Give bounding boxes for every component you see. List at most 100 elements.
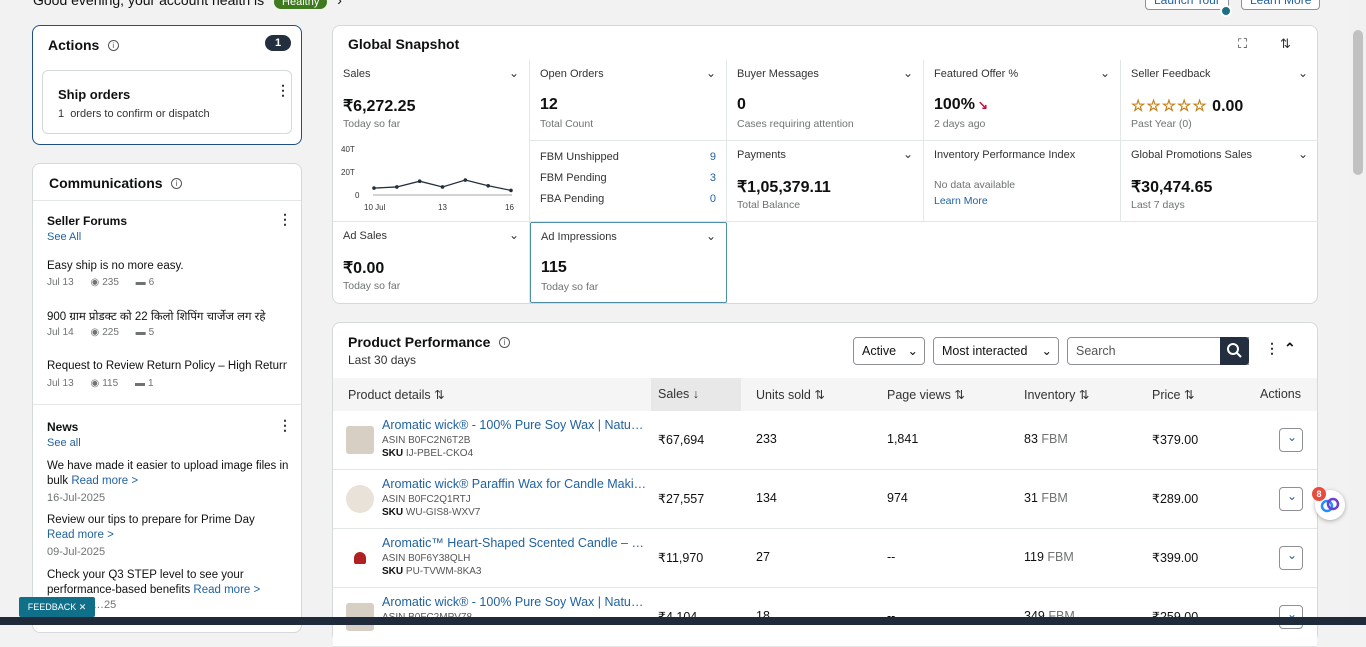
fbm-pending-row[interactable]: FBM Pending 3 (540, 172, 716, 184)
sort-icon: ⇅ (954, 388, 965, 402)
inventory-count: 119 (1024, 550, 1044, 564)
forums-more-icon[interactable]: ⋮ (278, 211, 292, 227)
row-label: FBM Pending (540, 172, 607, 184)
ad-impressions-tile[interactable]: Ad Impressions ⌄ 115 Today so far (530, 222, 727, 303)
featured-offer-tile[interactable]: Featured Offer % ⌄ 100% ↘ 2 days ago (924, 60, 1121, 141)
chevron-down-icon[interactable]: ⌄ (902, 66, 913, 80)
row-expand-button[interactable]: ⌄ (1279, 428, 1303, 452)
table-row[interactable]: Aromatic wick® - 100% Pure Soy Wax | Nat… (333, 411, 1317, 470)
col-price[interactable]: Price ⇅ (1152, 387, 1194, 402)
chevron-down-icon: ⌄ (1287, 489, 1298, 503)
row-value: 0 (709, 193, 716, 205)
product-name-link[interactable]: Aromatic™ Heart-Shaped Scented Candle – … (382, 536, 647, 550)
post-views: 115 (102, 378, 119, 389)
collapse-chevron-up-icon[interactable]: ⌃ (1284, 340, 1296, 356)
communications-card: Communications i Seller Forums ⋮ See All… (32, 163, 302, 633)
scrollbar-thumb[interactable] (1353, 30, 1363, 175)
status-filter-select[interactable]: Active ⌄ (853, 337, 925, 365)
chevron-down-icon[interactable]: ⌄ (902, 147, 913, 161)
ad-sales-tile[interactable]: Ad Sales ⌄ ₹0.00 Today so far (333, 222, 530, 303)
product-sku: SKU IJ-PBEL-CKO4 (382, 448, 474, 459)
inventory-learn-more-link[interactable]: Learn More (934, 195, 988, 207)
table-header: Product details ⇅ Sales ↓ Units sold ⇅ P… (333, 378, 1317, 411)
fbm-unshipped-row[interactable]: FBM Unshipped 9 (540, 151, 716, 163)
product-asin: ASIN B0FC2Q1RTJ (382, 494, 471, 505)
product-search-input[interactable]: Search (1067, 337, 1249, 365)
launch-tour-button[interactable]: Launch Tour (1145, 0, 1229, 10)
fulfilment-type: FBM (1041, 491, 1068, 505)
chevron-down-icon[interactable]: ⌄ (1099, 66, 1110, 80)
global-promotions-tile[interactable]: Global Promotions Sales ⌄ ₹30,474.65 Las… (1121, 141, 1318, 222)
communications-header: Communications i (49, 175, 183, 193)
col-inventory[interactable]: Inventory ⇅ (1024, 387, 1089, 402)
forum-post-title[interactable]: 900 ग्राम प्रोडक्ट को 22 किलो शिपिंग चार… (47, 311, 266, 323)
page-scrollbar[interactable] (1350, 0, 1366, 625)
seller-feedback-tile[interactable]: Seller Feedback ⌄ ☆☆☆☆☆ 0.00 Past Year (… (1121, 60, 1318, 141)
ad-sales-value: ₹0.00 (343, 260, 385, 277)
chevron-down-icon[interactable]: ⌄ (705, 229, 716, 243)
forum-post-title[interactable]: Request to Review Return Policy – High R… (47, 360, 287, 372)
chevron-down-icon[interactable]: ⌄ (705, 66, 716, 80)
feedback-button[interactable]: FEEDBACK ✕ (19, 597, 95, 617)
col-page-views[interactable]: Page views ⇅ (887, 387, 965, 402)
inventory-performance-tile[interactable]: Inventory Performance Index No data avai… (924, 141, 1121, 222)
search-button[interactable] (1220, 337, 1249, 365)
info-icon[interactable]: i (498, 337, 510, 349)
news-more-icon[interactable]: ⋮ (278, 417, 292, 433)
expand-icon[interactable]: ⛶ (1238, 36, 1248, 51)
news-see-all-link[interactable]: See all (47, 437, 81, 449)
product-name-link[interactable]: Aromatic wick® - 100% Pure Soy Wax | Nat… (382, 595, 647, 609)
tile-label: Ad Sales (343, 230, 388, 242)
health-status-badge[interactable]: Healthy (274, 0, 328, 9)
col-units-sold[interactable]: Units sold ⇅ (756, 387, 825, 402)
price-cell: ₹379.00 (1152, 433, 1199, 447)
settings-sliders-icon[interactable]: ⇅ (1280, 36, 1291, 51)
col-sales[interactable]: Sales ↓ (658, 387, 699, 401)
tile-label: Seller Feedback (1131, 68, 1211, 80)
info-icon[interactable]: i (171, 178, 183, 190)
read-more-link[interactable]: Read more > (47, 529, 114, 541)
forum-post-title[interactable]: Easy ship is no more easy. (47, 260, 184, 272)
sort-filter-select[interactable]: Most interacted ⌄ (933, 337, 1059, 365)
learn-more-button[interactable]: Learn More (1241, 0, 1321, 10)
buyer-messages-value: 0 (737, 96, 746, 113)
col-product-details[interactable]: Product details ⇅ (348, 387, 445, 402)
news-item: We have made it easier to upload image f… (47, 459, 292, 489)
chevron-down-icon[interactable]: ⌄ (508, 228, 519, 242)
ship-orders-action[interactable]: Ship orders 1 orders to confirm or dispa… (42, 70, 292, 134)
product-name-link[interactable]: Aromatic wick® Paraffin Wax for Candle M… (382, 477, 647, 491)
more-options-icon[interactable]: ⋮ (1265, 340, 1279, 356)
col-label: Sales (658, 387, 690, 401)
sales-cell: ₹11,970 (658, 551, 704, 565)
payments-tile[interactable]: Payments ⌄ ₹1,05,379.11 Total Balance (727, 141, 924, 222)
sales-cell: ₹67,694 (658, 433, 705, 447)
link-icon (1320, 497, 1340, 513)
open-orders-value: 12 (540, 96, 558, 113)
sort-icon: ⇅ (1078, 388, 1090, 402)
product-name-link[interactable]: Aromatic wick® - 100% Pure Soy Wax | Nat… (382, 418, 647, 432)
forums-see-all-link[interactable]: See All (47, 231, 82, 243)
info-icon[interactable]: i (107, 40, 119, 52)
open-orders-tile[interactable]: Open Orders ⌄ 12 Total Count (530, 60, 727, 141)
chevron-down-icon[interactable]: ⌄ (508, 66, 519, 80)
sales-data-point (417, 179, 422, 183)
chevron-down-icon[interactable]: ⌄ (1297, 147, 1308, 161)
table-row[interactable]: Aromatic™ Heart-Shaped Scented Candle – … (333, 529, 1317, 588)
top-bar: Good evening, your account health is Hea… (0, 0, 1366, 17)
read-more-link[interactable]: Read more > (71, 475, 139, 487)
news-item: Review our tips to prepare for Prime Day… (47, 513, 292, 543)
chevron-down-icon[interactable]: ⌄ (1297, 66, 1308, 80)
post-views: 225 (102, 327, 119, 338)
fba-pending-row[interactable]: FBA Pending 0 (540, 193, 716, 205)
sales-tile[interactable]: Sales ⌄ ₹6,272.25 Today so far 40T 20T 0… (333, 60, 530, 222)
table-row[interactable]: Aromatic wick® Paraffin Wax for Candle M… (333, 470, 1317, 529)
row-expand-button[interactable]: ⌄ (1279, 546, 1303, 570)
sort-icon: ⇅ (1183, 388, 1195, 402)
more-options-icon[interactable]: ⋮ (276, 82, 290, 98)
read-more-link[interactable]: Read more > (193, 584, 261, 596)
seller-feedback-value: ☆☆☆☆☆ 0.00 (1131, 96, 1243, 116)
row-expand-button[interactable]: ⌄ (1279, 487, 1303, 511)
status-filter-value: Active (862, 344, 897, 358)
news-date: 16-Jul-2025 (47, 492, 106, 504)
buyer-messages-tile[interactable]: Buyer Messages ⌄ 0 Cases requiring atten… (727, 60, 924, 141)
